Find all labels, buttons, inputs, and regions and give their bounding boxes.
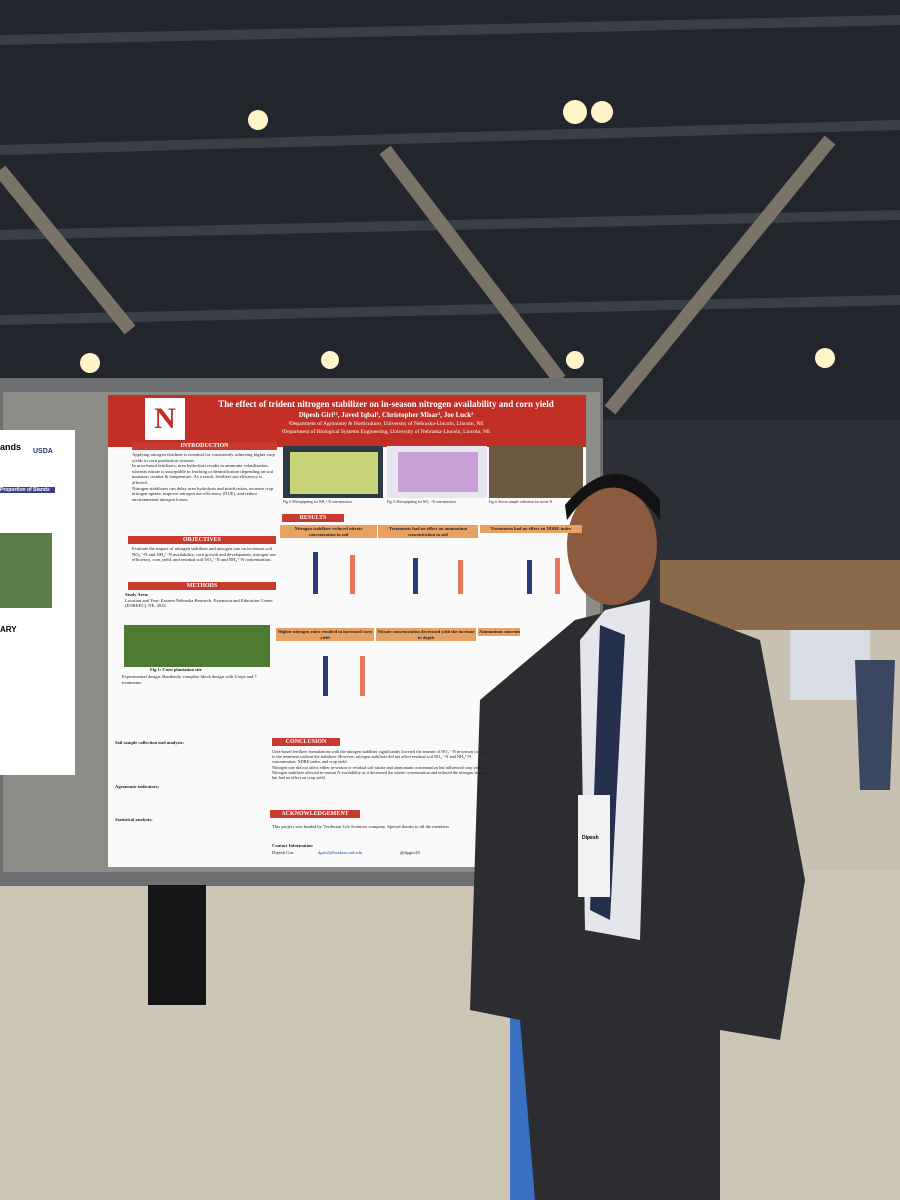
section-head: INTRODUCTION [132,442,277,450]
section-head: OBJECTIVES [128,536,276,544]
ack-text: This project was funded by Verdesian Lif… [272,824,450,829]
objective-text: Evaluate the impact of nitrogen stabiliz… [132,546,276,563]
intro-text: Applying nitrogen fertilizer is essentia… [132,452,277,502]
contact-email: dgiri2@huskers.unl.edu [318,850,363,855]
result-head: Ammonium concentration [478,628,520,636]
left-poster-title: ands [0,442,22,452]
affiliation: ²Department of Biological Systems Engine… [281,429,491,435]
usda-logo: USDA [33,448,53,455]
conclusion-text: Urea-based fertilizer formulations with … [272,749,494,780]
table-head: Proportion of Stands [0,487,55,493]
contact-label: Contact Information [272,843,313,848]
fig-caption: Fig 3: Micropipeting for NO₃⁻-N concentr… [387,500,456,504]
bullet: Nitrogen stabilizer affected in-season N… [272,769,490,781]
section-head: RESULTS [282,514,344,522]
left-heading: ARY [0,625,17,634]
fig-caption: Fig 4: Stover sample collection for stov… [489,500,553,504]
result-head: Treatments had no effect on ammonium con… [378,525,478,538]
bullet: Urea-based fertilizer formulations with … [272,749,492,765]
contact-handle: @dpgiri20 [400,850,420,855]
methods-more: Experimental design: Randomly complete b… [122,674,272,685]
label: Soil sample collection and analysis: [115,740,184,745]
section-head: ACKNOWLEDGEMENT [270,810,360,818]
affiliation: ¹Department of Agronomy & Horticulture, … [288,421,484,427]
section-head: METHODS [128,582,276,590]
label: Experimental design: Randomly complete b… [122,674,257,685]
section-head: CONCLUSION [272,738,340,746]
bullet: Nitrogen stabilizers can delay urea hydr… [132,485,274,502]
label: Study Area: [125,592,149,597]
svg-text:N: N [154,402,176,435]
label: Statistical analysis: [115,817,153,822]
contact-name: Dipesh Giri [272,850,294,855]
text: Location and Year: Eastern Nebraska Rese… [125,597,273,609]
badge-name: Dipesh [582,835,599,841]
result-head: Higher nitrogen rates resulted in increa… [276,628,374,641]
poster-title: The effect of trident nitrogen stabilize… [218,399,554,409]
label: Agronomic indicators: [115,784,160,789]
fig-caption: Fig 2: Micropipeting for NH₄⁺-N concentr… [283,500,352,504]
fig-caption: Fig 1: Corn plantation site [150,667,202,672]
result-head: Treatments had no effect on NDRE index [480,525,582,533]
poster-authors: Dipesh Giri¹², Javed Iqbal¹, Christopher… [298,411,474,419]
result-head: Nitrate concentration decreased with the… [376,628,476,641]
bullet: Nitrogen rate did not affect either in-s… [272,764,484,770]
bullet: Applying nitrogen fertilizer is essentia… [132,452,275,463]
bullet: In urea-based fertilizers, urea hydrolys… [132,463,274,485]
result-head: Nitrogen stabilizer reduced nitrate conc… [280,525,377,538]
methods-text: Study Area: Location and Year: Eastern Ne… [125,592,275,609]
